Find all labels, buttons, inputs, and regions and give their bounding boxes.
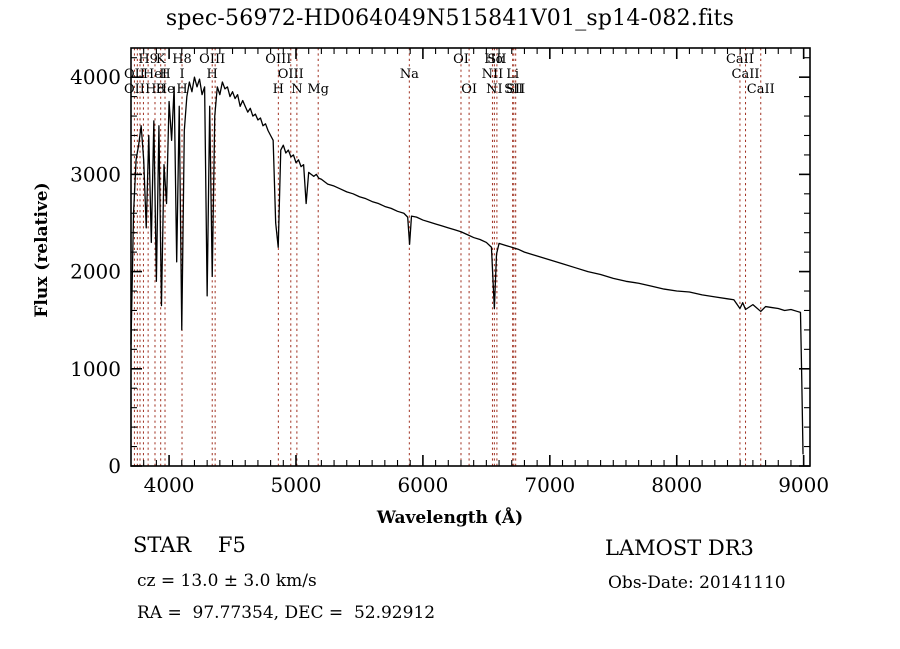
spectral-line-label: H	[176, 82, 187, 97]
spectral-line-label: OII	[124, 67, 145, 82]
spectral-line-label: SII	[487, 52, 506, 67]
y-tick-label: 0	[108, 454, 121, 478]
x-tick-label: 4000	[144, 473, 195, 497]
spectral-line-label: H	[159, 67, 170, 82]
spectral-line-label: H	[273, 82, 284, 97]
spectrum-chart: 4000 5000 6000 7000 8000 9000 0 1000 2000 3000 400…	[70, 47, 829, 497]
observation-date-text: Obs-Date: 20141110	[608, 573, 786, 593]
spectral-line-label: SII	[504, 82, 523, 97]
y-tick-label: 1000	[70, 357, 121, 381]
x-tick-label: 6000	[397, 473, 448, 497]
y-tick-label: 3000	[70, 162, 121, 186]
x-tick-label: 5000	[271, 473, 322, 497]
spectral-line-label: NII	[482, 67, 504, 82]
spectral-line-label: OIII	[278, 67, 304, 82]
radial-velocity-text: cz = 13.0 ± 3.0 km/s	[137, 571, 317, 591]
spectral-line-label: H8	[145, 82, 165, 97]
spectral-line-label: I	[179, 67, 184, 82]
spectral-line-label: Hα	[484, 52, 504, 67]
emission-line-markers	[133, 48, 762, 466]
axis-tick-labels: 4000 5000 6000 7000 8000 9000 0 1000 2000 3000 400…	[70, 65, 829, 497]
x-axis-title: Wavelength (Å)	[376, 508, 524, 528]
spectral-line-label: K	[156, 52, 166, 67]
y-tick-label: 4000	[70, 65, 121, 89]
spectral-line-label: SII	[506, 82, 525, 97]
spectral-line-label: HeI	[143, 67, 167, 82]
spectral-line-label: H9	[138, 52, 158, 67]
spectral-line-label: Li	[506, 67, 519, 82]
spectral-line-label: NI	[486, 82, 503, 97]
spectral-line-label: N	[291, 82, 302, 97]
spectral-line-label: OI	[453, 52, 469, 67]
flux-trace	[130, 76, 804, 455]
spectrum-plot-svg: 4000 5000 6000 7000 8000 9000 0 1000 2000 3000 400…	[70, 47, 829, 497]
x-tick-label: 8000	[651, 473, 702, 497]
plot-frame	[130, 47, 811, 467]
spectral-line-label: H8	[172, 52, 192, 67]
spectral-line-label: CaII	[747, 82, 775, 97]
spectral-line-label: Na	[400, 67, 419, 82]
coordinates-text: RA = 97.77354, DEC = 52.92912	[137, 603, 436, 623]
spectral-line-label: Mg	[307, 82, 329, 97]
spectral-line-label: OIII	[199, 52, 225, 67]
spectral-line-label: OII	[124, 82, 145, 97]
y-tick-label: 2000	[70, 260, 121, 284]
survey-name-text: LAMOST DR3	[605, 536, 754, 560]
spectral-line-label: CaII	[726, 52, 754, 67]
y-axis-title: Flux (relative)	[32, 182, 52, 318]
x-tick-label: 9000	[778, 473, 829, 497]
spectral-line-label: OIII	[265, 52, 291, 67]
object-class-text: STAR F5	[133, 533, 246, 557]
spectral-line-label: H	[207, 67, 218, 82]
spectral-line-label: He	[156, 82, 175, 97]
page-title: spec-56972-HD064049N515841V01_sp14-082.f…	[165, 6, 735, 31]
x-tick-label: 7000	[524, 473, 575, 497]
spectral-line-label: CaII	[732, 67, 760, 82]
spectral-line-label: OI	[461, 82, 477, 97]
